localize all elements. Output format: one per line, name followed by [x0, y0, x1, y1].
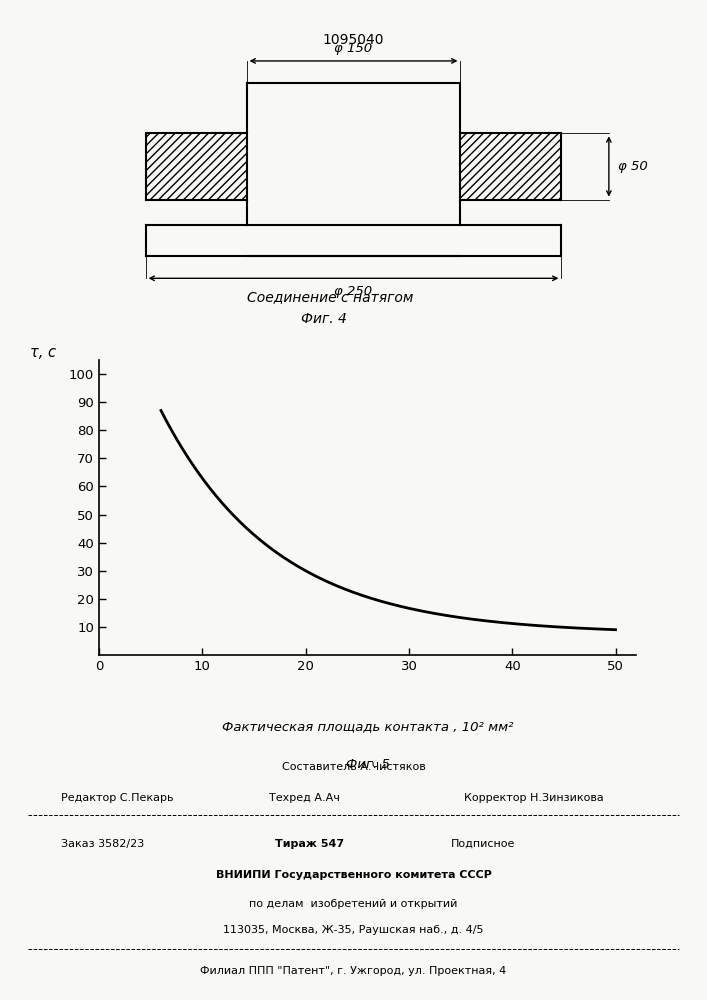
Text: Техред А.Ач: Техред А.Ач: [269, 793, 340, 803]
Text: по делам  изобретений и открытий: по делам изобретений и открытий: [250, 899, 457, 909]
Text: Фактическая площадь контакта , 10² мм²: Фактическая площадь контакта , 10² мм²: [222, 720, 513, 733]
Text: Заказ 3582/23: Заказ 3582/23: [61, 839, 144, 849]
Text: Подписное: Подписное: [451, 839, 515, 849]
Bar: [247, 133, 460, 200]
Text: φ 50: φ 50: [618, 160, 648, 173]
Text: Тираж 547: Тираж 547: [276, 839, 344, 849]
Bar: [146, 133, 247, 200]
Text: Филиал ППП "Патент", г. Ужгород, ул. Проектная, 4: Филиал ППП "Патент", г. Ужгород, ул. Про…: [200, 966, 507, 976]
Y-axis label: τ, с: τ, с: [30, 345, 56, 360]
Text: 113035, Москва, Ж-35, Раушская наб., д. 4/5: 113035, Москва, Ж-35, Раушская наб., д. …: [223, 925, 484, 935]
Bar: [460, 133, 561, 200]
Text: Корректор Н.Зинзикова: Корректор Н.Зинзикова: [464, 793, 604, 803]
Text: Составитель А.Чистяков: Составитель А.Чистяков: [281, 762, 426, 772]
Text: Редактор С.Пекарь: Редактор С.Пекарь: [61, 793, 173, 803]
Text: Соединение с натягом: Соединение с натягом: [247, 290, 413, 304]
Text: ВНИИПИ Государственного комитета СССР: ВНИИПИ Государственного комитета СССР: [216, 870, 491, 880]
Text: φ 250: φ 250: [334, 285, 373, 298]
Text: Фиг. 4: Фиг. 4: [301, 312, 346, 326]
Text: Фиг. 5: Фиг. 5: [346, 758, 390, 771]
Text: φ 150: φ 150: [334, 42, 373, 55]
Text: 1095040: 1095040: [323, 33, 384, 47]
